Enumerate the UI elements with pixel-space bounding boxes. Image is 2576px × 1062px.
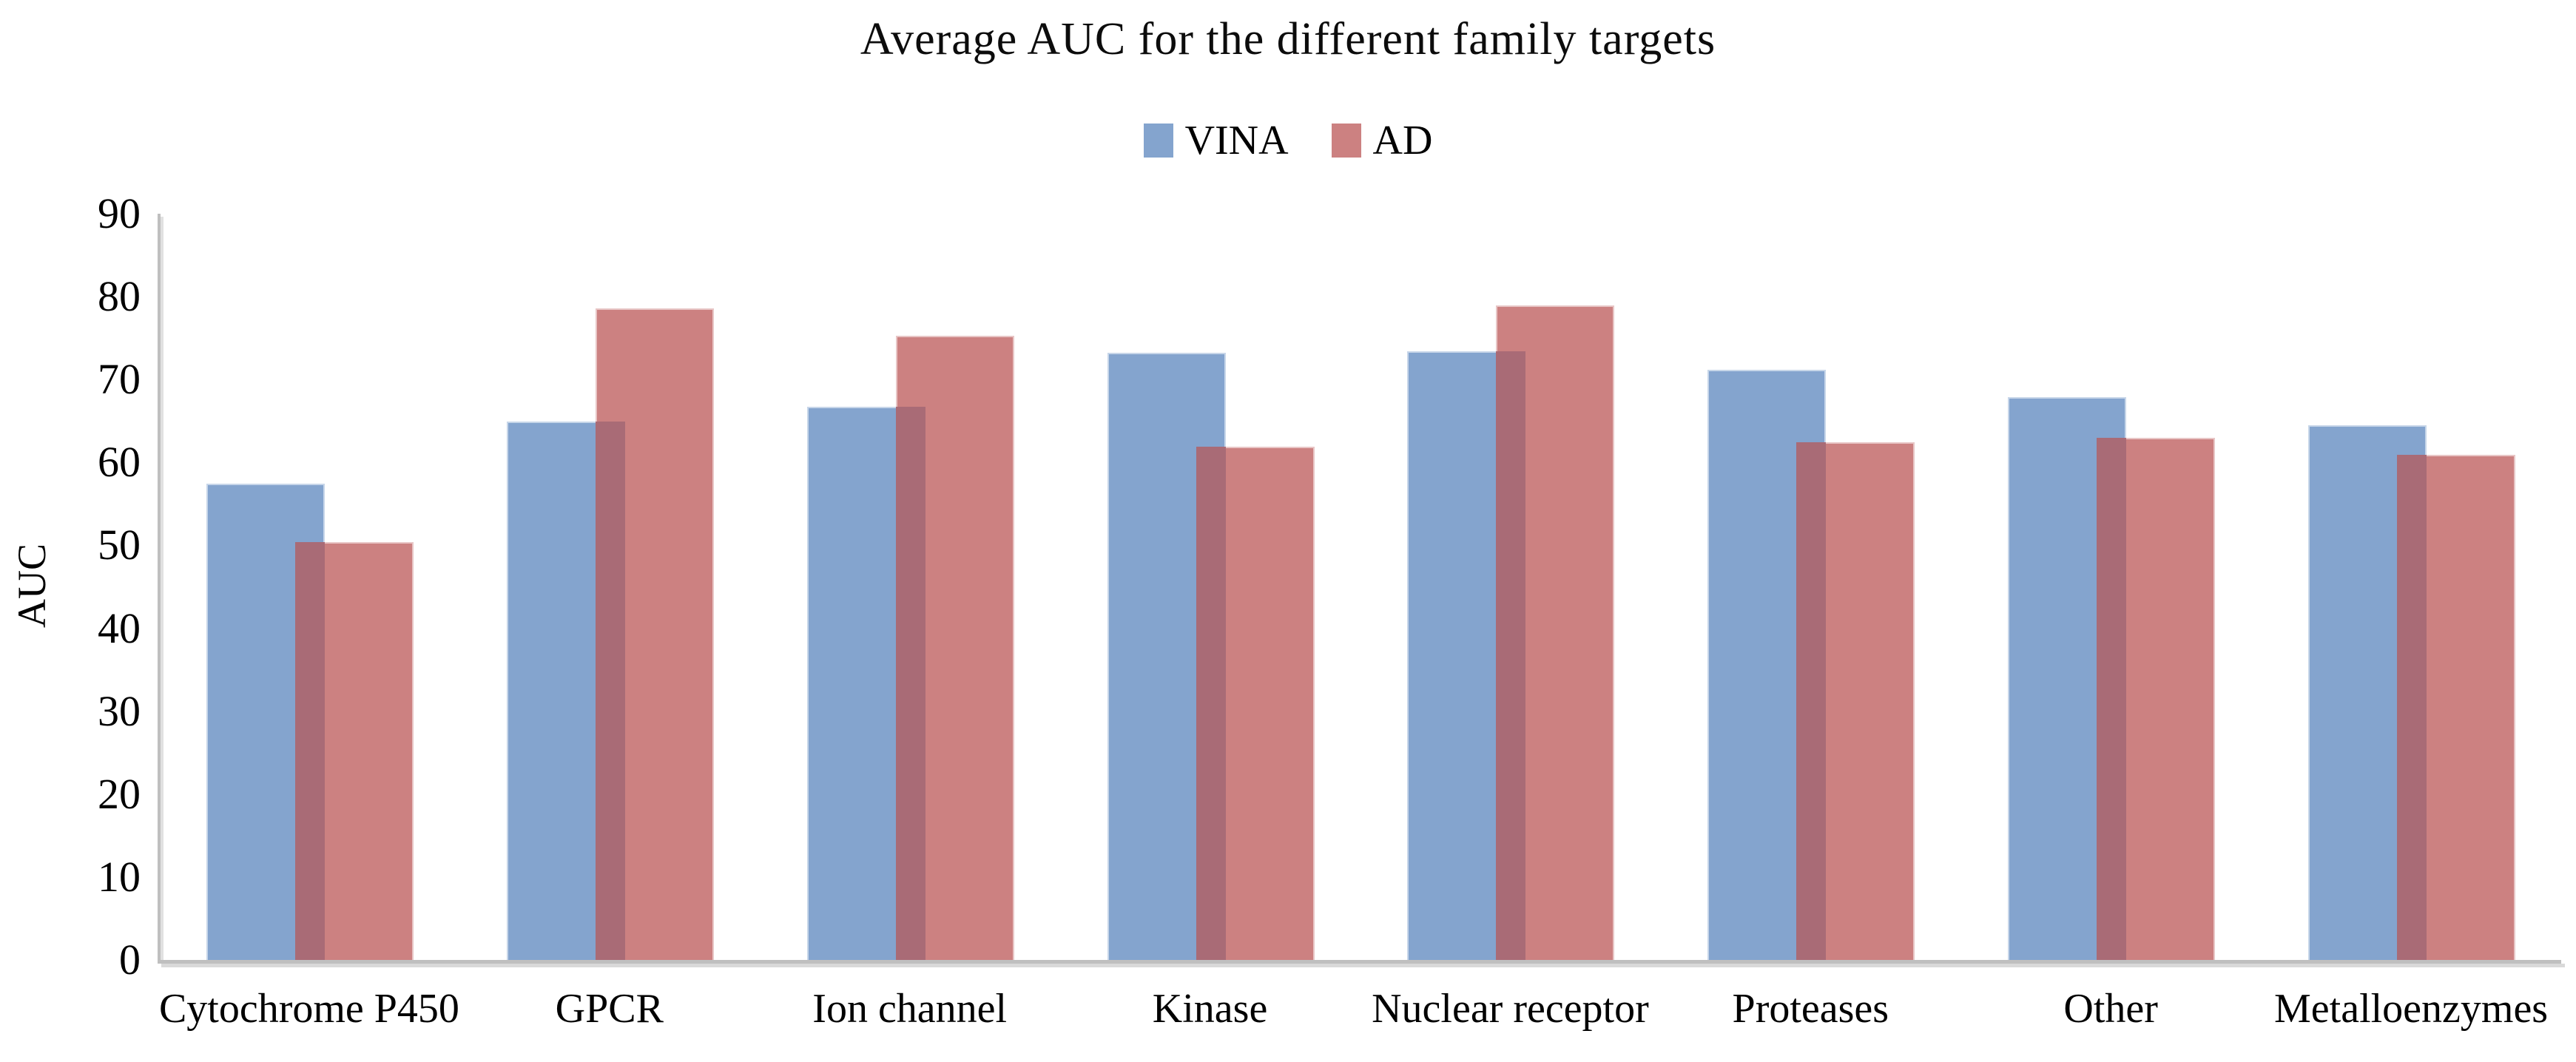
chart-title: Average AUC for the different family tar… [860, 14, 1716, 64]
y-tick-label-80: 80 [98, 272, 141, 321]
legend-item-ad: AD [1331, 117, 1433, 164]
category-label-proteases: Proteases [1732, 986, 1889, 1032]
y-tick-label-30: 30 [98, 686, 141, 735]
bar-overlap-nuclear-receptor [1496, 351, 1526, 960]
category-label-other: Other [2063, 986, 2158, 1032]
category-label-metalloenzymes: Metalloenzymes [2274, 986, 2549, 1032]
category-label-kinase: Kinase [1152, 986, 1268, 1032]
y-tick-label-20: 20 [98, 769, 141, 818]
x-axis-line [158, 960, 2561, 964]
bar-overlap-kinase [1196, 447, 1226, 960]
y-tick-label-0: 0 [119, 936, 141, 984]
category-label-gpcr: GPCR [555, 986, 664, 1032]
bar-overlap-other [2097, 437, 2127, 960]
ad-legend-swatch [1331, 124, 1361, 158]
ad-legend-label: AD [1372, 118, 1433, 163]
vina-legend-swatch [1143, 124, 1173, 158]
bar-overlap-proteases [1796, 442, 1827, 960]
y-tick-label-40: 40 [98, 603, 141, 652]
y-tick-label-10: 10 [98, 852, 141, 901]
bar-overlap-ion-channel [895, 407, 925, 960]
y-tick-label-50: 50 [98, 521, 141, 569]
legend-item-vina: VINA [1143, 117, 1289, 164]
legend: VINA AD [0, 117, 2576, 164]
y-tick-label-90: 90 [98, 189, 141, 237]
bar-overlap-cytochrome-p450 [294, 541, 325, 960]
bar-overlap-metalloenzymes [2397, 455, 2427, 960]
category-label-cytochrome-p450: Cytochrome P450 [158, 986, 459, 1032]
y-tick-label-60: 60 [98, 438, 141, 487]
vina-legend-label: VINA [1184, 118, 1289, 163]
y-tick-label-70: 70 [98, 355, 141, 404]
category-label-ion-channel: Ion channel [812, 986, 1008, 1032]
bar-overlap-gpcr [595, 422, 625, 960]
y-axis-line [158, 214, 161, 960]
category-label-nuclear-receptor: Nuclear receptor [1372, 986, 1649, 1032]
